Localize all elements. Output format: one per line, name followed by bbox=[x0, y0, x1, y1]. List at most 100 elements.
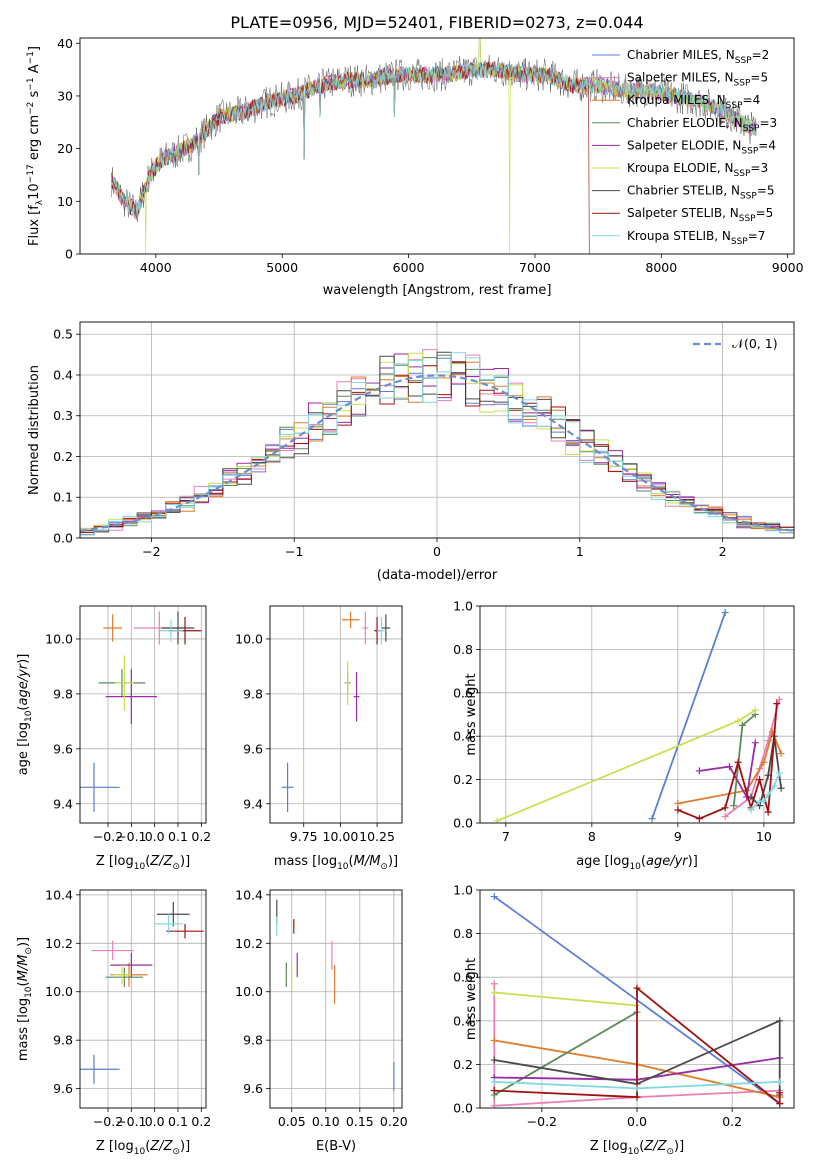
spectrum-frame bbox=[79, 37, 795, 255]
y-tick-label: 10.2 bbox=[235, 936, 263, 951]
weight-marker bbox=[490, 893, 498, 901]
y-tick-label: 10.0 bbox=[45, 984, 73, 999]
legend-label: Salpeter MILES, NSSP=5 bbox=[627, 71, 768, 89]
y-tick-label: 0.1 bbox=[53, 490, 73, 505]
legend-label: Chabrier MILES, NSSP=2 bbox=[627, 48, 769, 66]
x-tick-label: −0.2 bbox=[527, 1114, 557, 1129]
weight-marker bbox=[770, 782, 778, 790]
weight-marker bbox=[674, 806, 682, 814]
x-tick-label: 2 bbox=[719, 544, 727, 559]
x-tick-label: 0.2 bbox=[191, 1114, 211, 1129]
normal-curve bbox=[80, 374, 794, 532]
age_vs_mass-plot-area bbox=[281, 611, 391, 813]
spectrum-line-salpeter_stelib bbox=[111, 61, 590, 254]
y-tick-label: 9.6 bbox=[243, 741, 263, 756]
x-tick-label: 8 bbox=[588, 829, 596, 844]
weight-marker bbox=[756, 776, 764, 784]
legend-label: Salpeter ELODIE, NSSP=4 bbox=[627, 138, 776, 156]
weight-marker bbox=[777, 784, 785, 792]
x-tick-label: 0.20 bbox=[380, 1114, 408, 1129]
y-tick-label: 9.4 bbox=[243, 796, 263, 811]
weight_vs_z-panel: −0.2 0.0 0.2 0.0 0.2 0.4 0.6 0.8 1.0 Z [log10(Z/Z… bbox=[453, 883, 795, 1157]
x-axis-label: (data-model)/error bbox=[377, 568, 498, 583]
weight-marker bbox=[760, 797, 768, 805]
y-tick-label: 0.2 bbox=[453, 1057, 473, 1072]
spectrum-panel: 4000 5000 6000 7000 8000 9000 0 10 20 30 40 wavelen… bbox=[26, 36, 804, 298]
weight-marker bbox=[648, 815, 656, 823]
y-tick-label: 0.8 bbox=[453, 642, 473, 657]
weight-marker bbox=[776, 1089, 784, 1097]
x-tick-label: −0.2 bbox=[93, 1114, 123, 1129]
y-tick-label: 20 bbox=[57, 141, 73, 156]
mass_vs_ebv-panel: 0.05 0.10 0.15 0.20 9.6 9.8 10.0 10.2 10.4 E(B-V) bbox=[235, 887, 408, 1154]
weight-marker bbox=[490, 980, 498, 988]
weight-marker bbox=[721, 812, 729, 820]
age_vs_z-panel: −0.2−0.10.0 0.1 0.2 9.4 9.6 9.8 10.0 Z [log10(Z… bbox=[16, 605, 211, 872]
x-tick-label: 0.1 bbox=[168, 1114, 188, 1129]
y-tick-label: 9.8 bbox=[53, 686, 73, 701]
weight-marker bbox=[721, 609, 729, 617]
mass_vs_z-plot-area bbox=[80, 902, 204, 1084]
y-tick-label: 0.4 bbox=[453, 1013, 473, 1028]
y-axis-label: mass weight bbox=[464, 673, 479, 755]
histogram-salpeter_miles bbox=[80, 349, 794, 538]
weight-marker bbox=[751, 739, 759, 747]
y-tick-label: 9.6 bbox=[243, 1081, 263, 1096]
x-axis-label: age [log10(age/yr)] bbox=[576, 854, 698, 872]
weight-marker bbox=[734, 717, 742, 725]
y-tick-label: 0.3 bbox=[53, 408, 73, 423]
y-tick-label: 0 bbox=[65, 247, 73, 262]
age_vs_z-plot-area bbox=[80, 611, 202, 813]
x-tick-label: 0 bbox=[433, 544, 441, 559]
x-tick-label: 0.1 bbox=[168, 829, 188, 844]
weight-marker bbox=[764, 791, 772, 799]
x-tick-label: 0.0 bbox=[145, 829, 165, 844]
weight-marker bbox=[490, 1087, 498, 1095]
x-tick-label: 1 bbox=[576, 544, 584, 559]
x-tick-label: 4000 bbox=[140, 260, 172, 275]
x-tick-label: 9000 bbox=[772, 260, 804, 275]
weight-marker bbox=[490, 1078, 498, 1086]
x-tick-label: 9 bbox=[674, 829, 682, 844]
spectrum-line-kroupa_elodie bbox=[111, 38, 757, 254]
weight-marker bbox=[725, 763, 733, 771]
y-tick-label: 0.2 bbox=[53, 449, 73, 464]
weight_vs_z-frame bbox=[479, 889, 795, 1109]
age_vs_mass-frame bbox=[269, 605, 403, 824]
y-tick-label: 10.4 bbox=[45, 887, 73, 902]
spectrum-line-chabrier_stelib bbox=[111, 38, 757, 223]
y-tick-label: 0.6 bbox=[453, 970, 473, 985]
x-tick-label: 0.2 bbox=[191, 829, 211, 844]
weight-line-salpeter_elodie bbox=[699, 742, 757, 800]
weight-marker bbox=[674, 799, 682, 807]
x-axis-label: Z [log10(Z/Z⊙)] bbox=[96, 1139, 190, 1157]
x-tick-label: 0.05 bbox=[278, 1114, 306, 1129]
y-tick-label: 10.2 bbox=[45, 936, 73, 951]
x-axis-label: Z [log10(Z/Z⊙)] bbox=[590, 1139, 684, 1157]
y-tick-label: 9.6 bbox=[53, 741, 73, 756]
x-axis-label: Z [log10(Z/Z⊙)] bbox=[96, 854, 190, 872]
weight-marker bbox=[773, 700, 781, 708]
x-tick-label: 10.00 bbox=[323, 829, 359, 844]
y-axis-label: mass weight bbox=[464, 958, 479, 1040]
age_vs_z-frame bbox=[79, 605, 207, 824]
legend-label: Chabrier ELODIE, NSSP=3 bbox=[627, 116, 777, 134]
legend-label: Kroupa MILES, NSSP=4 bbox=[627, 93, 760, 111]
weight-line-salpeter_stelib bbox=[677, 703, 778, 820]
y-tick-label: 10.0 bbox=[45, 631, 73, 646]
y-tick-label: 9.8 bbox=[243, 1033, 263, 1048]
weight-marker bbox=[633, 1093, 641, 1101]
weight-line-chabrier_elodie bbox=[493, 1011, 638, 1096]
x-tick-label: 10.25 bbox=[359, 829, 395, 844]
y-tick-label: 9.6 bbox=[53, 1081, 73, 1096]
y-tick-label: 10.0 bbox=[235, 631, 263, 646]
weight-line-salpeter_miles bbox=[493, 983, 780, 1107]
y-axis-label: Flux [fλ10−17 erg cm−2 s−1 A−1] bbox=[26, 46, 45, 246]
weight-marker bbox=[738, 721, 746, 729]
mass_vs_ebv-plot-area bbox=[276, 899, 395, 1092]
weight-marker bbox=[633, 984, 641, 992]
weight-marker bbox=[764, 808, 772, 816]
weight-marker bbox=[734, 758, 742, 766]
y-tick-label: 9.4 bbox=[53, 796, 73, 811]
